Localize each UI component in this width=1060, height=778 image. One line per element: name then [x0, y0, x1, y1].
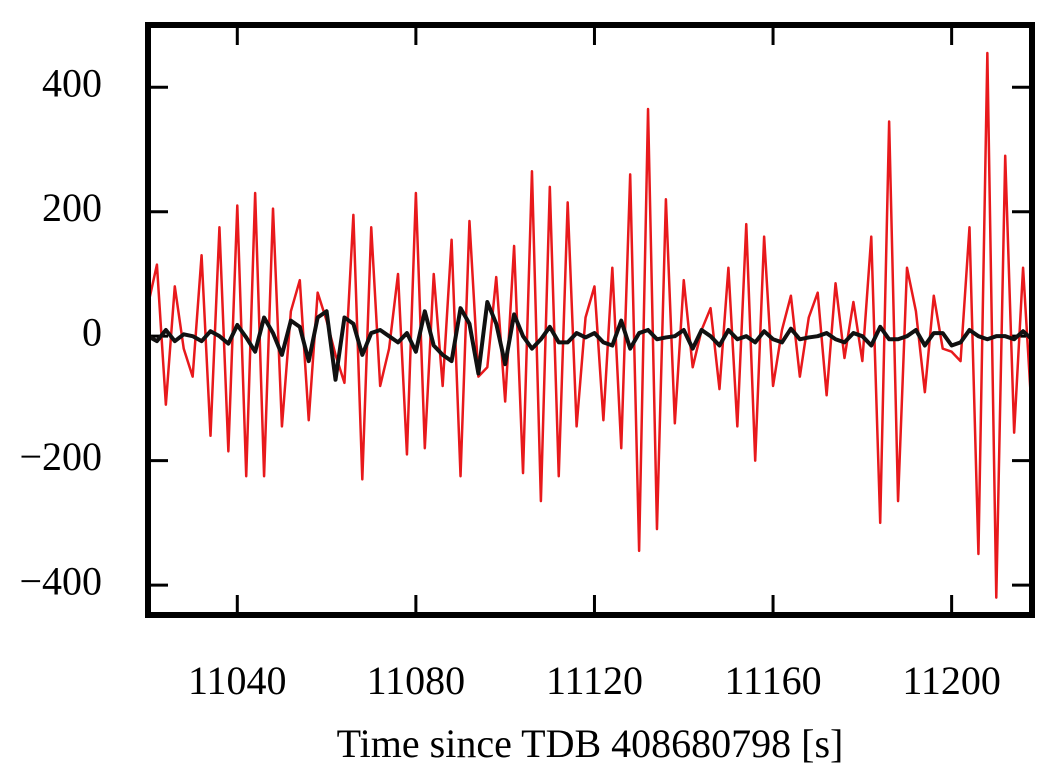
x-tick-label: 11120 [546, 658, 643, 703]
x-axis-label: Time since TDB 408680798 [s] [337, 721, 844, 766]
x-tick-label: 11080 [367, 658, 466, 703]
y-tick-label: 200 [42, 185, 102, 230]
y-tick-label: −400 [19, 558, 102, 603]
x-tick-label: 11040 [188, 658, 287, 703]
y-tick-label: 400 [42, 60, 102, 105]
plot-frame [145, 22, 1035, 618]
x-tick-label: 11160 [725, 658, 822, 703]
y-tick-label: 0 [82, 309, 102, 354]
series-line [148, 299, 1032, 382]
series-line [148, 51, 1032, 599]
y-tick-label: −200 [19, 434, 102, 479]
x-tick-label: 11200 [902, 658, 1001, 703]
